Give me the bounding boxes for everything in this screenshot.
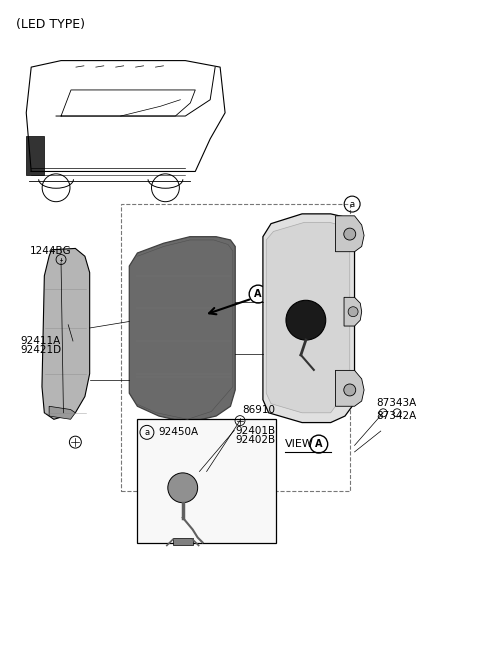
Text: VIEW: VIEW: [285, 439, 314, 449]
Text: a: a: [349, 199, 355, 209]
Text: 92402B: 92402B: [235, 435, 276, 445]
Circle shape: [168, 473, 198, 502]
Text: (LED TYPE): (LED TYPE): [16, 18, 84, 31]
Polygon shape: [336, 371, 364, 406]
Text: 87342A: 87342A: [376, 411, 416, 421]
Text: A: A: [254, 289, 262, 299]
Polygon shape: [336, 216, 364, 252]
Polygon shape: [263, 214, 355, 422]
Polygon shape: [344, 297, 362, 326]
Bar: [173, 537, 192, 545]
Bar: [120, 204, 350, 491]
Text: 92421D: 92421D: [21, 345, 61, 355]
Circle shape: [286, 300, 326, 340]
Text: A: A: [315, 439, 323, 449]
Circle shape: [348, 307, 358, 317]
Text: 92450A: 92450A: [159, 427, 199, 438]
Text: a: a: [144, 428, 149, 437]
Text: 1244BG: 1244BG: [30, 246, 72, 256]
Circle shape: [344, 228, 356, 240]
Text: 87343A: 87343A: [376, 398, 416, 408]
Polygon shape: [49, 406, 75, 419]
Text: 92401B: 92401B: [235, 426, 276, 436]
Text: 92411A: 92411A: [21, 336, 61, 346]
Text: 86910: 86910: [242, 405, 276, 415]
Circle shape: [344, 384, 356, 396]
Polygon shape: [42, 249, 90, 419]
Bar: [26, 136, 44, 174]
Bar: [137, 419, 276, 543]
Polygon shape: [129, 237, 235, 422]
Polygon shape: [266, 222, 350, 413]
